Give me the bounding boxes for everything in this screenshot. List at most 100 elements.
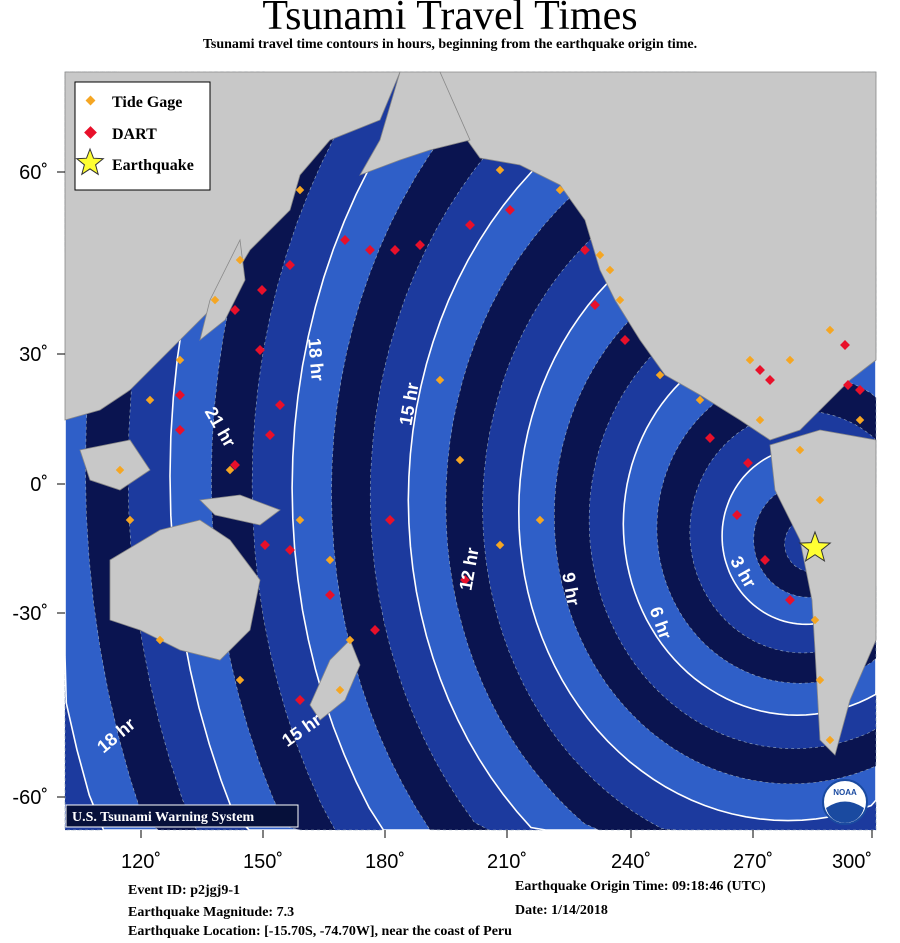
tide-gage-marker[interactable] <box>175 355 185 365</box>
earthquake-location: Earthquake Location: [-15.70S, -74.70W],… <box>128 924 512 939</box>
tide-gage-marker[interactable] <box>235 255 245 265</box>
legend-dart: DART <box>112 126 157 143</box>
dart-marker[interactable] <box>505 205 515 215</box>
alaska <box>359 71 471 176</box>
tide-gage-marker[interactable] <box>695 395 705 405</box>
tide-gage-marker[interactable] <box>815 675 825 685</box>
legend-earthquake: Earthquake <box>112 157 194 174</box>
tide-gage-marker[interactable] <box>295 515 305 525</box>
tide-gage-marker[interactable] <box>655 370 665 380</box>
dart-marker[interactable] <box>390 245 400 255</box>
dart-marker[interactable] <box>285 545 295 555</box>
tide-gage-marker[interactable] <box>435 375 445 385</box>
lat-tick-label: 30˚ <box>19 344 48 366</box>
dart-marker[interactable] <box>257 285 267 295</box>
dart-marker[interactable] <box>260 540 270 550</box>
page-title: Tsunami Travel Times <box>262 0 638 39</box>
dart-marker[interactable] <box>855 385 865 395</box>
axis-ticks: 120˚ 150˚ 180˚ 210˚ 240˚ 270˚ 300˚ 60˚ 30˚ 0˚ -30˚… <box>12 162 873 873</box>
tide-gage-marker[interactable] <box>810 615 820 625</box>
tide-gage-marker[interactable] <box>615 295 625 305</box>
page-subtitle: Tsunami travel time contours in hours, b… <box>202 37 698 52</box>
legend-tide-gage: Tide Gage <box>112 94 182 111</box>
tide-gage-marker[interactable] <box>825 325 835 335</box>
tide-gage-marker[interactable] <box>815 495 825 505</box>
tide-gage-marker[interactable] <box>825 735 835 745</box>
dart-marker[interactable] <box>580 245 590 255</box>
earthquake-star-icon[interactable] <box>798 530 832 563</box>
earthquake-legend-icon <box>75 147 105 176</box>
dart-marker[interactable] <box>275 400 285 410</box>
lon-tick-label: 180˚ <box>365 851 405 873</box>
tide-gage-marker[interactable] <box>345 635 355 645</box>
lon-tick-label: 120˚ <box>121 851 161 873</box>
dart-marker[interactable] <box>175 425 185 435</box>
dart-marker[interactable] <box>370 625 380 635</box>
tide-gage-marker[interactable] <box>535 515 545 525</box>
dart-icon <box>84 126 97 139</box>
lon-tick-label: 240˚ <box>611 851 651 873</box>
lon-tick-label: 300˚ <box>832 851 872 873</box>
tide-gage-marker[interactable] <box>495 540 505 550</box>
dart-marker[interactable] <box>732 510 742 520</box>
borneo-indonesia <box>79 439 151 491</box>
tide-gage-marker[interactable] <box>605 265 615 275</box>
dart-marker[interactable] <box>785 595 795 605</box>
dart-marker[interactable] <box>340 235 350 245</box>
tide-gage-marker[interactable] <box>295 185 305 195</box>
tide-gage-marker[interactable] <box>785 355 795 365</box>
lon-tick-label: 210˚ <box>487 851 527 873</box>
australia <box>109 519 261 661</box>
dart-marker[interactable] <box>460 575 470 585</box>
dart-marker[interactable] <box>590 300 600 310</box>
tide-gage-marker[interactable] <box>325 555 335 565</box>
tide-gage-icon <box>85 95 96 106</box>
lat-tick-label: 60˚ <box>19 162 48 184</box>
lat-tick-label: 0˚ <box>30 474 48 496</box>
dart-marker[interactable] <box>620 335 630 345</box>
tide-gage-marker[interactable] <box>495 165 505 175</box>
dart-marker[interactable] <box>175 390 185 400</box>
dart-marker[interactable] <box>415 240 425 250</box>
japan <box>199 238 246 342</box>
dart-marker[interactable] <box>843 380 853 390</box>
earthquake-magnitude: Earthquake Magnitude: 7.3 <box>128 905 295 920</box>
tide-gage-marker[interactable] <box>145 395 155 405</box>
dart-marker[interactable] <box>295 695 305 705</box>
lat-tick-label: -60˚ <box>12 787 48 809</box>
tide-gage-marker[interactable] <box>335 685 345 695</box>
legend: Tide Gage DART Earthquake <box>74 81 211 191</box>
tide-gage-marker[interactable] <box>745 355 755 365</box>
tide-gage-marker[interactable] <box>855 415 865 425</box>
noaa-logo: NOAA <box>822 779 868 825</box>
dart-marker[interactable] <box>760 555 770 565</box>
tide-gage-marker[interactable] <box>795 445 805 455</box>
dart-marker[interactable] <box>230 305 240 315</box>
dart-marker[interactable] <box>840 340 850 350</box>
dart-marker[interactable] <box>705 433 715 443</box>
dart-marker[interactable] <box>255 345 265 355</box>
dart-marker[interactable] <box>385 515 395 525</box>
dart-marker[interactable] <box>465 220 475 230</box>
south-america <box>769 429 877 756</box>
tide-gage-marker[interactable] <box>210 295 220 305</box>
dart-marker[interactable] <box>325 590 335 600</box>
lat-tick-label: -30˚ <box>12 603 48 625</box>
dart-marker[interactable] <box>765 375 775 385</box>
contour-label: 18 hr <box>304 337 328 382</box>
station-points <box>115 165 865 745</box>
dart-marker[interactable] <box>230 460 240 470</box>
dart-marker[interactable] <box>755 365 765 375</box>
lon-tick-label: 150˚ <box>243 851 283 873</box>
dart-marker[interactable] <box>265 430 275 440</box>
event-date: Date: 1/14/2018 <box>515 903 608 918</box>
dart-marker[interactable] <box>285 260 295 270</box>
tide-gage-marker[interactable] <box>115 465 125 475</box>
tide-gage-marker[interactable] <box>225 465 235 475</box>
dart-marker[interactable] <box>743 458 753 468</box>
event-id: Event ID: p2jgj9-1 <box>128 883 240 898</box>
tide-gage-marker[interactable] <box>755 415 765 425</box>
dart-marker[interactable] <box>365 245 375 255</box>
tide-gage-marker[interactable] <box>455 455 465 465</box>
